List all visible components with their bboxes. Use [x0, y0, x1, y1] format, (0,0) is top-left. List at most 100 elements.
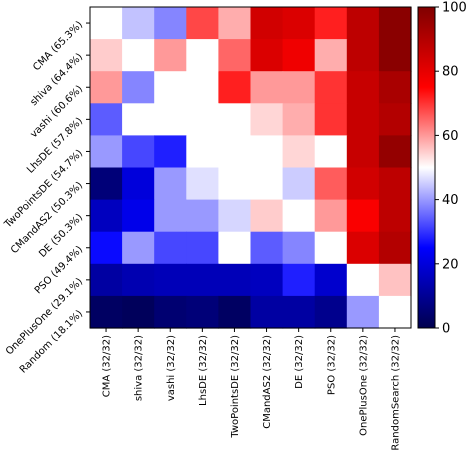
heatmap-cell [122, 295, 155, 329]
heatmap-cell [378, 263, 412, 297]
heatmap-cell [154, 167, 187, 201]
heatmap-cell [346, 7, 380, 40]
heatmap-cell [154, 231, 187, 265]
heatmap-cell [90, 39, 123, 72]
heatmap-cell [378, 103, 412, 136]
heatmap-cell [314, 135, 348, 169]
heatmap-cell [122, 39, 155, 72]
heatmap-cell [154, 295, 187, 329]
y-tick-label: Random (18.1%) [18, 308, 85, 375]
x-tick-label: vashi (32/32) [166, 335, 177, 401]
heatmap-cell [90, 263, 123, 297]
x-axis-ticks: CMA (32/32) shiva (32/32) vashi (32/32) Lhs… [102, 328, 401, 451]
heatmap-cell [346, 71, 380, 104]
heatmap-cell [282, 71, 316, 104]
heatmap-cell [218, 231, 252, 265]
heatmap-cell [218, 103, 252, 136]
colorbar-gradient [417, 6, 436, 329]
x-tick-label: RandomSearch (32/32) [390, 335, 401, 451]
heatmap-cell [122, 7, 155, 40]
heatmap-cell [282, 231, 316, 265]
colorbar-tick-label: 80 [442, 65, 459, 80]
heatmap-cell [90, 295, 123, 329]
heatmap-cell [282, 199, 316, 233]
heatmap-cell [378, 71, 412, 104]
x-tick-label: PSO (32/32) [326, 335, 337, 395]
heatmap-cell [250, 71, 284, 104]
heatmap-cell [250, 7, 284, 40]
x-tick-label: CMandAS2 (32/32) [262, 335, 273, 429]
heatmap-cell [250, 263, 284, 297]
plot-frame [89, 6, 412, 329]
heatmap-cell [282, 295, 316, 329]
heatmap-cell [346, 231, 380, 265]
heatmap-cell [90, 231, 123, 265]
heatmap-cell [282, 7, 316, 40]
heatmap-cell [218, 71, 252, 104]
heatmap-cell [122, 263, 155, 297]
x-tick-label: OnePlusOne (32/32) [358, 335, 369, 436]
heatmap-cell [154, 71, 187, 104]
heatmap-cell [218, 135, 252, 169]
heatmap-cell [186, 167, 219, 201]
heatmap-cell [154, 199, 187, 233]
heatmap-cell [314, 231, 348, 265]
heatmap-cell [218, 7, 252, 40]
heatmap-cell [282, 167, 316, 201]
colorbar-tick-label: 40 [442, 193, 459, 208]
heatmap-cell [218, 167, 252, 201]
heatmap-cell [314, 7, 348, 40]
heatmap-cell [154, 7, 187, 40]
heatmap-cell [314, 103, 348, 136]
heatmap-cell [218, 263, 252, 297]
x-tick-label: LhsDE (32/32) [198, 335, 209, 406]
heatmap-cell [314, 39, 348, 72]
colorbar-tick-label: 100 [442, 1, 467, 16]
heatmap-cell [250, 231, 284, 265]
heatmap-cell [282, 103, 316, 136]
heatmap-cell [314, 167, 348, 201]
heatmap-cell [122, 167, 155, 201]
heatmap-cell [186, 39, 219, 72]
heatmap-cell [378, 135, 412, 169]
colorbar-tick-label: 20 [442, 257, 459, 272]
heatmap-cell [90, 199, 123, 233]
heatmap-cell [282, 263, 316, 297]
heatmap-cell [218, 199, 252, 233]
heatmap-cell [154, 103, 187, 136]
heatmap-cell [122, 199, 155, 233]
heatmap-cell [186, 295, 219, 329]
y-axis-ticks: CMA (65.3%)shiva (64.4%)vashi (60.6%)Lhs… [2, 19, 90, 376]
heatmap-cell [314, 199, 348, 233]
heatmap-cell [186, 135, 219, 169]
heatmap-cell [186, 199, 219, 233]
heatmap-cell [250, 103, 284, 136]
heatmap-cell [122, 103, 155, 136]
heatmap-cell [314, 263, 348, 297]
heatmap-cell [218, 39, 252, 72]
heatmap-cell [378, 231, 412, 265]
heatmap-cell [250, 167, 284, 201]
heatmap-cell [250, 39, 284, 72]
heatmap-cell [122, 231, 155, 265]
heatmap-cell [346, 103, 380, 136]
heatmap-cell [378, 39, 412, 72]
heatmap-cell [186, 7, 219, 40]
x-tick-label: shiva (32/32) [134, 335, 145, 401]
colorbar-tick-label: 60 [442, 129, 459, 144]
heatmap-cell [378, 295, 412, 329]
heatmap-cell [346, 199, 380, 233]
heatmap-cell [90, 71, 123, 104]
heatmap-cell [378, 199, 412, 233]
heatmap-cell [186, 231, 219, 265]
x-tick-label: DE (32/32) [294, 335, 305, 389]
heatmap-cell [186, 103, 219, 136]
heatmap-cell [154, 135, 187, 169]
heatmap-cell [90, 103, 123, 136]
heatmap-cell [154, 39, 187, 72]
heatmap-cell [378, 167, 412, 201]
heatmap-cell [250, 199, 284, 233]
colorbar-tick-label: 0 [442, 322, 450, 337]
heatmap-cell [378, 7, 412, 40]
